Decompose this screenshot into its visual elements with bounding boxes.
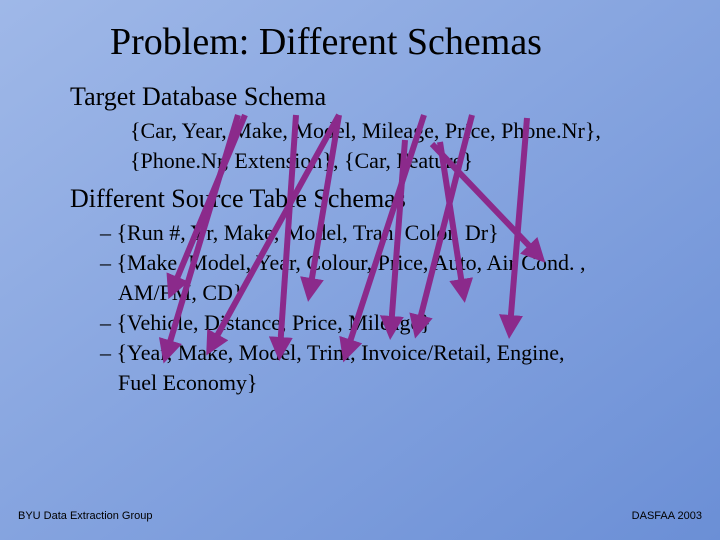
footer-right: DASFAA 2003 [632,510,702,522]
source-heading: Different Source Table Schemas [0,176,720,218]
source-item-1-text: {Run #, Yr, Make, Model, Tran, Color, Dr… [117,220,499,245]
source-item-3: – {Vehicle, Distance, Price, Mileage} [18,308,720,338]
source-item-4-cont: Fuel Economy} [0,368,720,398]
source-item-3-text: {Vehicle, Distance, Price, Mileage} [117,310,431,335]
target-line-1: {Car, Year, Make, Model, Mileage, Price,… [0,116,720,146]
source-item-4: – {Year, Make, Model, Trim, Invoice/Reta… [18,338,720,368]
source-item-2-text: {Make, Model, Year, Colour, Price, Auto,… [117,250,586,275]
source-item-2-cont: AM/FM, CD} [0,278,720,308]
source-item-1: – {Run #, Yr, Make, Model, Tran, Color, … [18,218,720,248]
footer-left: BYU Data Extraction Group [18,510,153,522]
source-item-2: – {Make, Model, Year, Colour, Price, Aut… [18,248,720,278]
slide-title: Problem: Different Schemas [0,0,720,74]
target-heading: Target Database Schema [0,74,720,116]
source-item-4-text: {Year, Make, Model, Trim, Invoice/Retail… [117,340,565,365]
target-line-2: {Phone.Nr, Extension}, {Car, Feature} [0,146,720,176]
